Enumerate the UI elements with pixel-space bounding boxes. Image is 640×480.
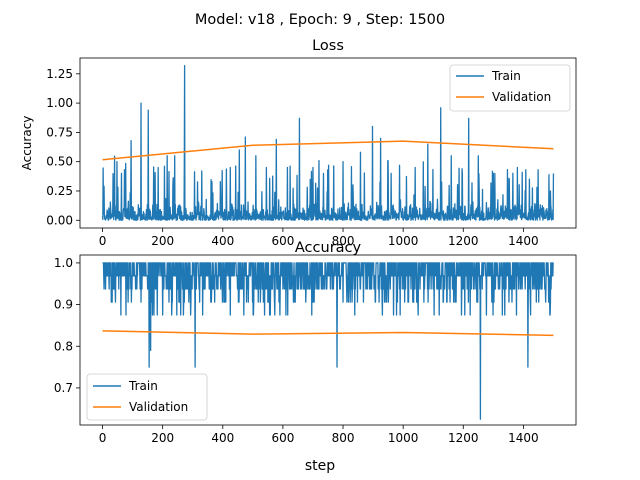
loss-panel: 0 200 400 600 800 1000 1200 1400 0.00 0.25 0.50 0.7… bbox=[20, 38, 577, 248]
accuracy-xlabel: step bbox=[305, 458, 335, 474]
loss-axes-frame bbox=[79, 57, 577, 229]
loss-xtick-label: 200 bbox=[151, 234, 174, 248]
accuracy-title: Accuracy bbox=[295, 240, 362, 256]
loss-xtick-label: 400 bbox=[211, 234, 234, 248]
loss-xtick-label: 1400 bbox=[508, 234, 539, 248]
loss-xtick-label: 600 bbox=[271, 234, 294, 248]
accuracy-ticks-layer: 0 200 400 600 800 1000 1200 1400 0.7 0.8 0.9 1.0 bbox=[54, 256, 539, 445]
loss-xtick-label: 0 bbox=[99, 234, 107, 248]
accuracy-series-train bbox=[102, 262, 554, 420]
loss-ticks-layer: 0 200 400 600 800 1000 1200 1400 0.00 0.25 0.50 0.7… bbox=[46, 67, 538, 248]
loss-ytick-label: 1.00 bbox=[46, 96, 73, 110]
accuracy-xtick-label: 1000 bbox=[388, 431, 419, 445]
loss-ytick-label: 0.50 bbox=[46, 155, 73, 169]
accuracy-series-layer bbox=[102, 262, 554, 420]
loss-series-train bbox=[101, 64, 555, 221]
accuracy-xtick-label: 1400 bbox=[508, 431, 539, 445]
accuracy-xtick-label: 600 bbox=[271, 431, 294, 445]
loss-xtick-label: 800 bbox=[332, 234, 355, 248]
accuracy-ytick-label: 0.7 bbox=[54, 381, 73, 395]
accuracy-series-validation bbox=[102, 330, 554, 337]
loss-ytick-label: 0.25 bbox=[46, 184, 73, 198]
loss-series-layer bbox=[101, 64, 555, 221]
accuracy-panel: 0 200 400 600 800 1000 1200 1400 0.7 0.8 0.9 1.0 Ac… bbox=[54, 240, 577, 474]
loss-xtick-label: 1000 bbox=[388, 234, 419, 248]
loss-xtick-label: 1200 bbox=[448, 234, 479, 248]
accuracy-xtick-label: 200 bbox=[151, 431, 174, 445]
figure-suptitle: Model: v18 , Epoch: 9 , Step: 1500 bbox=[195, 12, 445, 28]
accuracy-legend-train-label: Train bbox=[128, 379, 158, 393]
loss-series-validation bbox=[102, 140, 554, 161]
loss-legend-train-label: Train bbox=[491, 69, 521, 83]
loss-ylabel: Accuracy bbox=[20, 116, 34, 171]
loss-ytick-label: 0.75 bbox=[46, 125, 73, 139]
accuracy-legend: Train Validation bbox=[86, 373, 208, 421]
loss-title: Loss bbox=[312, 38, 344, 54]
accuracy-ytick-label: 0.9 bbox=[54, 298, 73, 312]
accuracy-axes-frame bbox=[79, 254, 577, 426]
accuracy-xtick-label: 800 bbox=[332, 431, 355, 445]
loss-ytick-label: 1.25 bbox=[46, 67, 73, 81]
loss-ytick-label: 0.00 bbox=[46, 213, 73, 227]
loss-legend-validation-label: Validation bbox=[492, 90, 551, 104]
accuracy-xtick-label: 400 bbox=[211, 431, 234, 445]
accuracy-ytick-label: 1.0 bbox=[54, 256, 73, 270]
accuracy-xtick-label: 0 bbox=[99, 431, 107, 445]
accuracy-xtick-label: 1200 bbox=[448, 431, 479, 445]
accuracy-legend-validation-label: Validation bbox=[129, 400, 188, 414]
loss-legend: Train Validation bbox=[449, 64, 571, 112]
accuracy-ytick-label: 0.8 bbox=[54, 339, 73, 353]
